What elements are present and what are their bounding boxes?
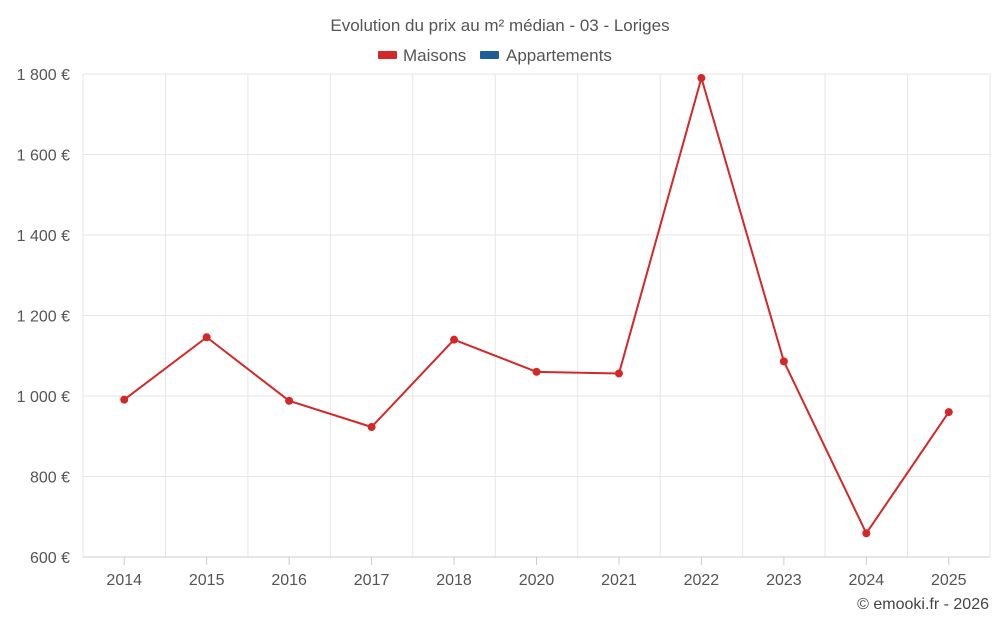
y-tick-label: 1 600 € bbox=[17, 148, 70, 165]
data-point-maisons-2023[interactable] bbox=[779, 357, 788, 366]
data-point-maisons-2025[interactable] bbox=[944, 408, 953, 417]
legend-swatch-appartements bbox=[480, 51, 499, 59]
data-point-maisons-2022[interactable] bbox=[697, 74, 706, 83]
legend-swatch-maisons bbox=[378, 51, 397, 59]
y-tick-label: 800 € bbox=[30, 470, 70, 487]
x-tick-label: 2016 bbox=[271, 572, 307, 589]
x-tick-label: 2017 bbox=[354, 572, 390, 589]
x-tick-label: 2020 bbox=[519, 572, 555, 589]
x-tick-label: 2022 bbox=[684, 572, 720, 589]
x-tick-label: 2025 bbox=[931, 572, 967, 589]
x-tick-label: 2024 bbox=[849, 572, 885, 589]
y-axis: 600 € 800 € 1 000 € 1 200 € 1 400 € 1 600 € 1 … bbox=[17, 67, 70, 567]
data-point-maisons-2021[interactable] bbox=[614, 369, 623, 378]
x-tick-label: 2014 bbox=[106, 572, 142, 589]
y-tick-label: 1 800 € bbox=[17, 67, 70, 84]
y-tick-label: 1 000 € bbox=[17, 389, 70, 406]
x-tick-label: 2021 bbox=[601, 572, 637, 589]
legend-item-appartements[interactable]: Appartements bbox=[480, 46, 612, 65]
grid bbox=[82, 73, 991, 557]
chart-title: Evolution du prix au m² médian - 03 - Lo… bbox=[330, 16, 669, 35]
legend: Maisons Appartements bbox=[378, 46, 612, 65]
legend-item-maisons[interactable]: Maisons bbox=[378, 46, 466, 65]
data-point-maisons-2018[interactable] bbox=[450, 335, 459, 344]
data-point-maisons-2014[interactable] bbox=[120, 395, 129, 404]
legend-label-appartements: Appartements bbox=[506, 46, 612, 65]
x-axis: 2014 2015 2016 2017 2018 2020 2021 2022 2023 2024… bbox=[83, 556, 990, 589]
series-maisons bbox=[120, 74, 953, 538]
data-point-maisons-2024[interactable] bbox=[862, 529, 871, 538]
y-tick-label: 600 € bbox=[30, 550, 70, 567]
x-tick-label: 2018 bbox=[436, 572, 472, 589]
x-tick-label: 2015 bbox=[189, 572, 225, 589]
data-point-maisons-2015[interactable] bbox=[202, 333, 211, 342]
data-point-maisons-2016[interactable] bbox=[285, 396, 294, 405]
data-point-maisons-2020[interactable] bbox=[532, 367, 541, 376]
y-tick-label: 1 200 € bbox=[17, 309, 70, 326]
y-tick-label: 1 400 € bbox=[17, 228, 70, 245]
x-tick-label: 2023 bbox=[766, 572, 802, 589]
data-point-maisons-2017[interactable] bbox=[367, 422, 376, 431]
legend-label-maisons: Maisons bbox=[403, 46, 466, 65]
credit-text: © emooki.fr - 2026 bbox=[857, 596, 989, 613]
